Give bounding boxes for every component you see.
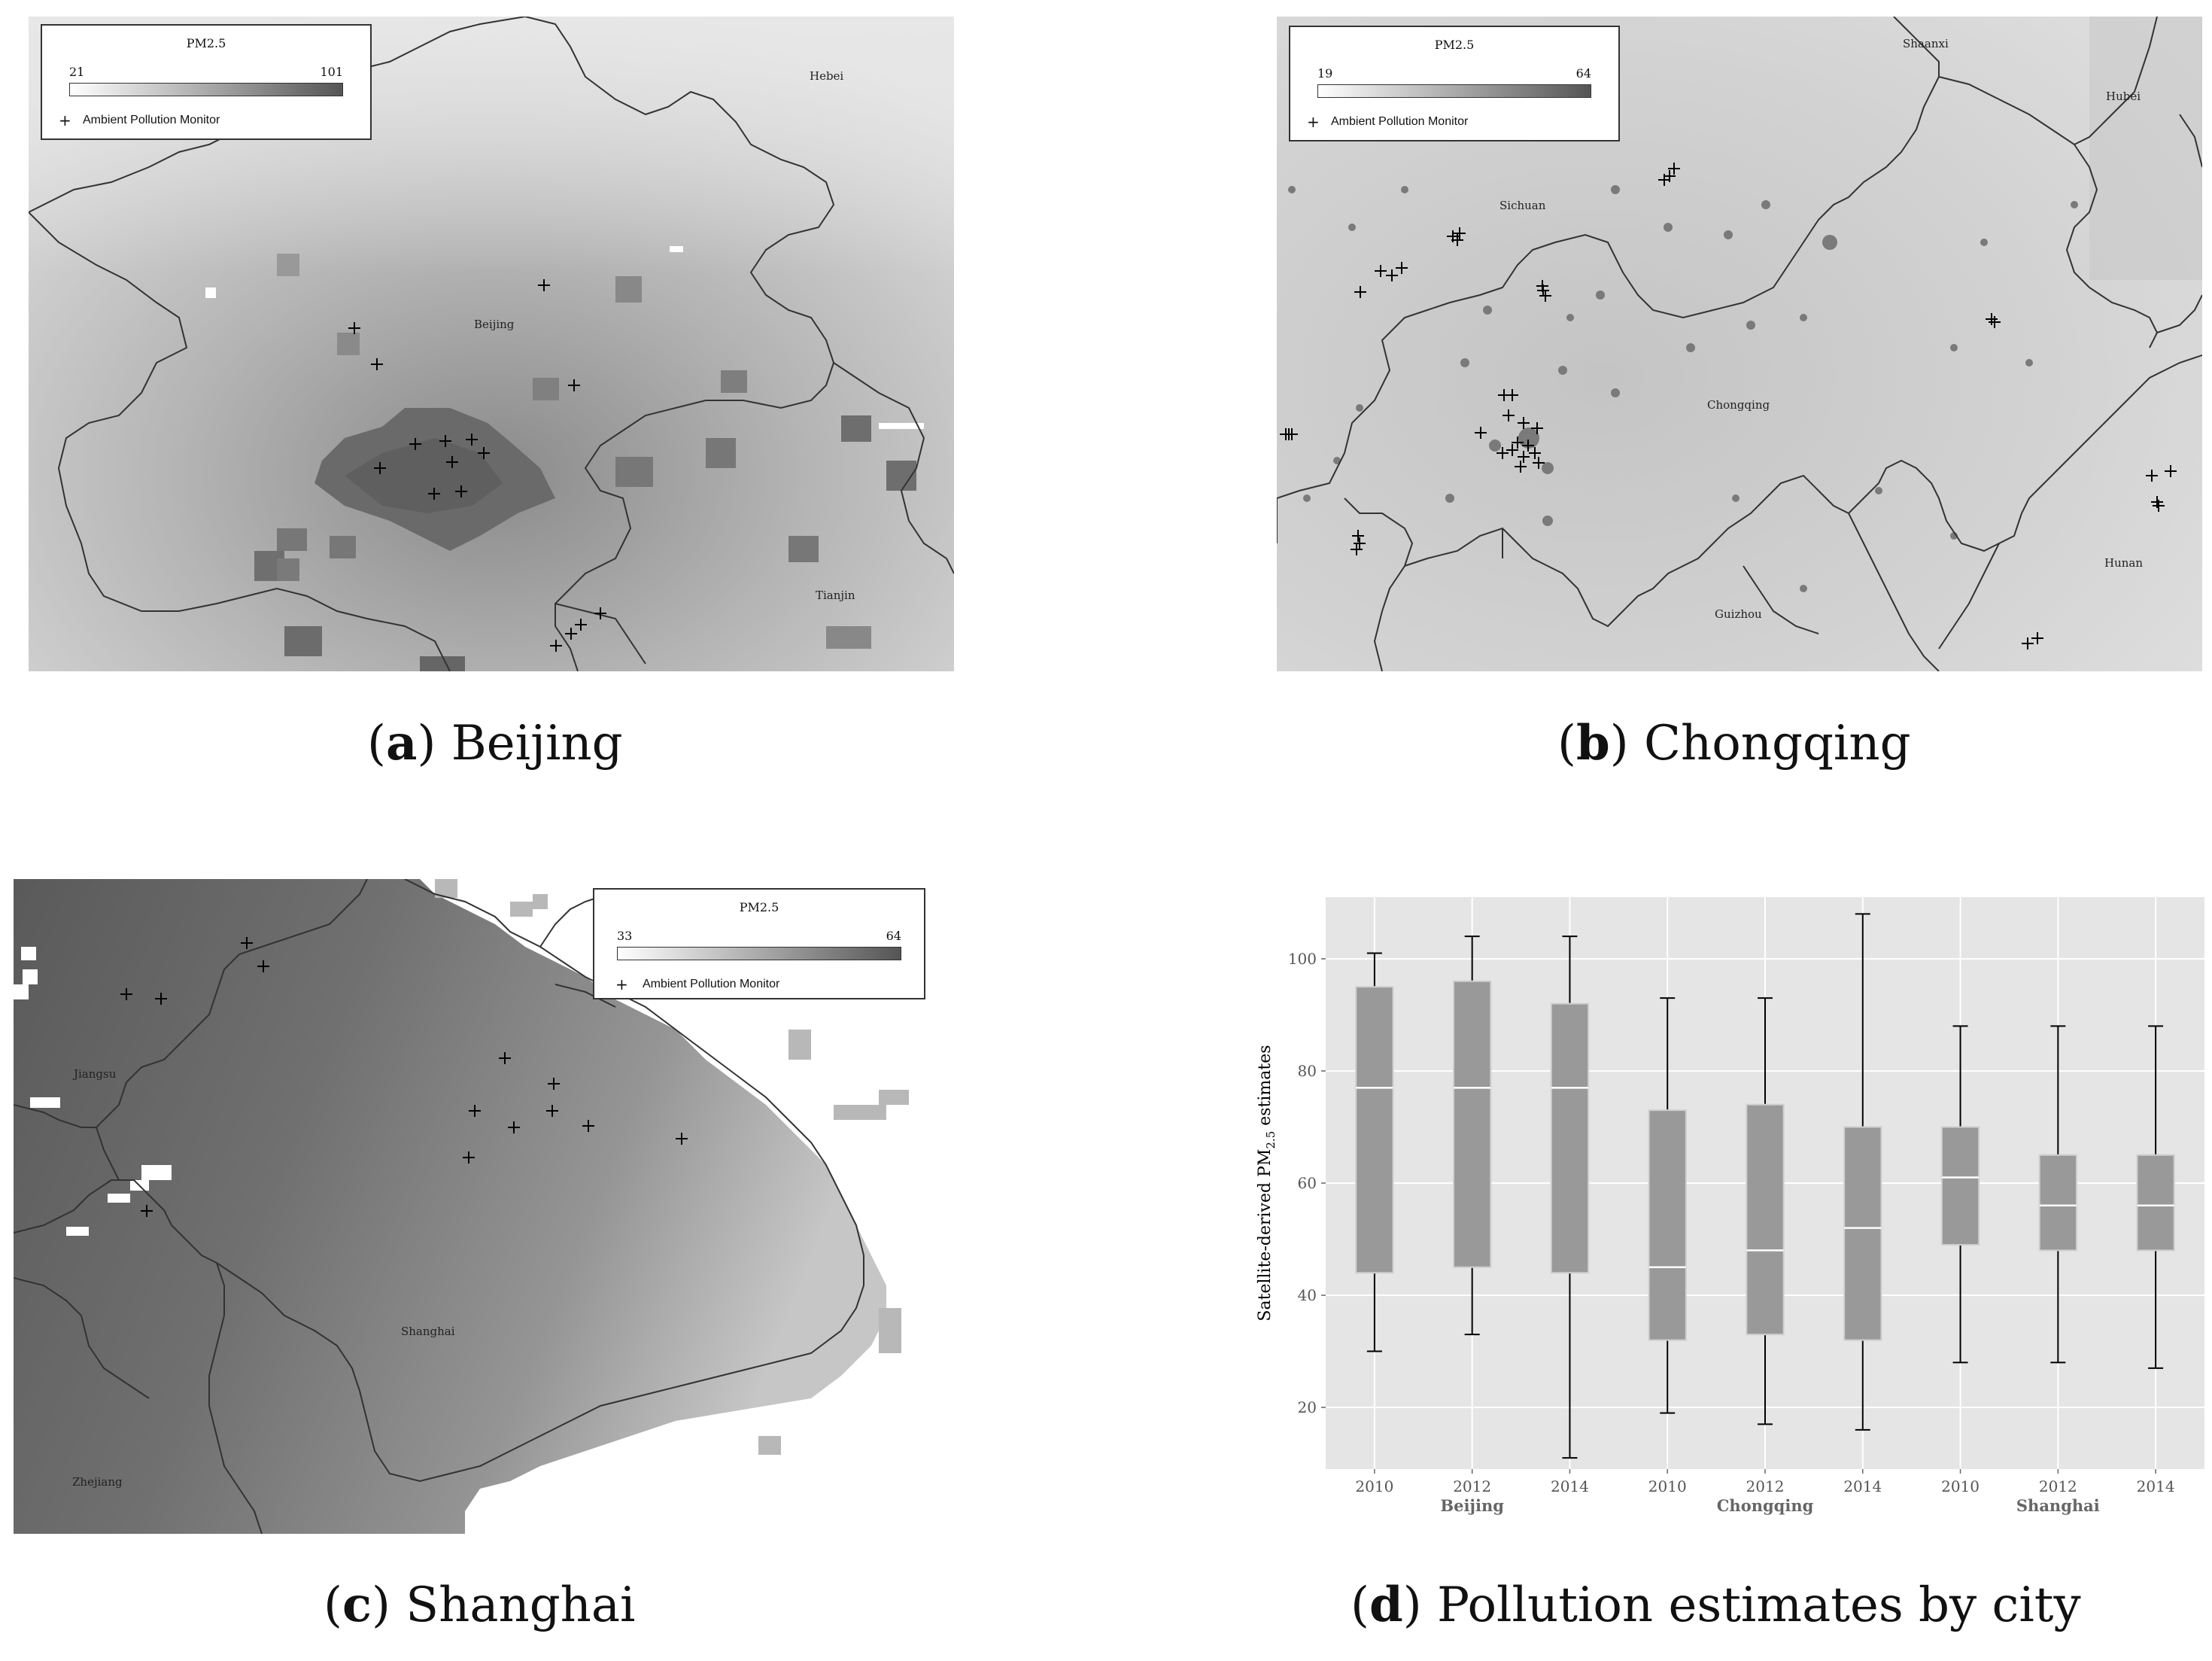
legend-max: 64 (1575, 66, 1591, 81)
boxplot-panel: 20 40 60 80 100 2010 2012 2014 2010 2012 2014 2010… (1249, 888, 2212, 1520)
legend-title: PM2.5 (1434, 38, 1475, 52)
y-tick-label: 80 (1298, 1062, 1317, 1080)
map-label-hubei: Hubei (2106, 90, 2141, 103)
map-label-sichuan: Sichuan (1499, 199, 1546, 212)
shanghai-monitors (120, 937, 688, 1217)
y-tick-label: 100 (1288, 950, 1317, 968)
map-label-hebei: Hebei (810, 69, 844, 83)
chongqing-monitors (1277, 17, 2177, 649)
caption-letter: d (1369, 1577, 1403, 1633)
box-beijing-2014 (1550, 935, 1590, 1459)
x-tick-label: 2010 (1355, 1477, 1393, 1495)
box-chongqing-2010 (1648, 997, 1687, 1414)
legend-marker-label: Ambient Pollution Monitor (83, 114, 220, 126)
map-label-tianjin: Tianjin (816, 589, 855, 602)
y-tick-label: 20 (1298, 1398, 1317, 1416)
box-body (1550, 1002, 1590, 1274)
x-tick-label: 2012 (1746, 1477, 1785, 1495)
box-body (2038, 1154, 2077, 1252)
y-tick-label: 40 (1298, 1286, 1317, 1304)
map-label-jiangsu: Jiangsu (74, 1067, 117, 1081)
x-tick-label: 2014 (1843, 1477, 1882, 1495)
shanghai-pm25-map (14, 879, 962, 1534)
beijing-pm25-map (29, 17, 954, 671)
caption-text: Beijing (451, 716, 623, 771)
beijing-monitors (348, 279, 606, 652)
beijing-legend: PM2.5 21 101 + Ambient Pollution Monitor (41, 24, 372, 140)
caption-text: Pollution estimates by city (1437, 1577, 2081, 1633)
map-panel-chongqing: PM2.5 19 64 + Ambient Pollution Monitor … (1277, 17, 2202, 671)
chongqing-legend: PM2.5 19 64 + Ambient Pollution Monitor (1289, 26, 1620, 141)
legend-min: 19 (1317, 66, 1333, 81)
caption-letter: a (385, 715, 418, 771)
legend-marker-label: Ambient Pollution Monitor (1331, 115, 1469, 128)
monitor-marker-icon: + (1307, 113, 1320, 131)
legend-max: 101 (320, 65, 343, 79)
box-body (1648, 1109, 1687, 1341)
legend-max: 64 (886, 929, 901, 943)
caption-b: (b) Chongqing (1557, 715, 1911, 771)
box-beijing-2010 (1355, 952, 1394, 1352)
box-body (1355, 986, 1394, 1274)
map-label-shaanxi: Shaanxi (1903, 37, 1949, 50)
x-tick-label: 2014 (2137, 1477, 2175, 1495)
x-tick-label: 2012 (1453, 1477, 1491, 1495)
shanghai-legend: PM2.5 33 64 + Ambient Pollution Monitor (593, 888, 925, 999)
y-axis-label: Satellite-derived PM2.5 estimates (1256, 1045, 1278, 1321)
x-tick-label: 2014 (1551, 1477, 1589, 1495)
map-panel-beijing: PM2.5 21 101 + Ambient Pollution Monitor… (29, 17, 954, 671)
map-label-shanghai: Shanghai (401, 1325, 455, 1338)
map-label-guizhou: Guizhou (1715, 607, 1762, 621)
caption-letter: b (1575, 715, 1610, 771)
caption-a: (a) Beijing (367, 715, 623, 771)
caption-d: (d) Pollution estimates by city (1351, 1577, 2081, 1633)
caption-c: (c) Shanghai (324, 1577, 636, 1633)
x-tick-label: 2012 (2039, 1477, 2077, 1495)
legend-color-bar (617, 947, 901, 960)
legend-min: 21 (69, 65, 85, 79)
map-panel-shanghai: PM2.5 33 64 + Ambient Pollution Monitor … (14, 879, 962, 1534)
x-axis: 2010 2012 2014 2010 2012 2014 2010 2012 2014 Beij… (1355, 1469, 2175, 1515)
box-chongqing-2012 (1746, 997, 1785, 1425)
box-body (1453, 980, 1492, 1268)
group-label: Chongqing (1717, 1496, 1814, 1515)
legend-color-bar (69, 83, 343, 96)
box-body (2136, 1154, 2175, 1252)
legend-title: PM2.5 (739, 900, 779, 914)
box-body (1940, 1126, 1980, 1246)
x-tick-label: 2010 (1941, 1477, 1980, 1495)
group-label: Shanghai (2016, 1496, 2100, 1515)
box-shanghai-2010 (1940, 1025, 1980, 1364)
map-label-zhejiang: Zhejiang (72, 1475, 123, 1489)
box-chongqing-2014 (1843, 913, 1882, 1431)
group-label: Beijing (1440, 1496, 1504, 1515)
y-tick-label: 60 (1298, 1174, 1317, 1192)
monitor-marker-icon: + (615, 975, 628, 993)
box-body (1843, 1126, 1882, 1341)
caption-text: Shanghai (406, 1577, 636, 1633)
box-beijing-2012 (1453, 935, 1492, 1336)
box-shanghai-2012 (2038, 1025, 2077, 1364)
legend-title: PM2.5 (186, 36, 226, 50)
y-axis: 20 40 60 80 100 (1288, 950, 1326, 1416)
legend-min: 33 (617, 929, 633, 943)
map-label-hunan: Hunan (2104, 556, 2144, 570)
legend-marker-label: Ambient Pollution Monitor (643, 978, 780, 990)
monitor-marker-icon: + (59, 111, 71, 129)
box-body (1746, 1103, 1785, 1336)
box-shanghai-2014 (2136, 1025, 2175, 1369)
map-label-chongqing: Chongqing (1707, 398, 1770, 412)
legend-color-bar (1317, 84, 1591, 98)
box-series (1355, 913, 2175, 1459)
x-tick-label: 2010 (1648, 1477, 1687, 1495)
caption-text: Chongqing (1644, 716, 1911, 771)
caption-letter: c (342, 1577, 372, 1633)
map-label-beijing: Beijing (474, 318, 515, 331)
